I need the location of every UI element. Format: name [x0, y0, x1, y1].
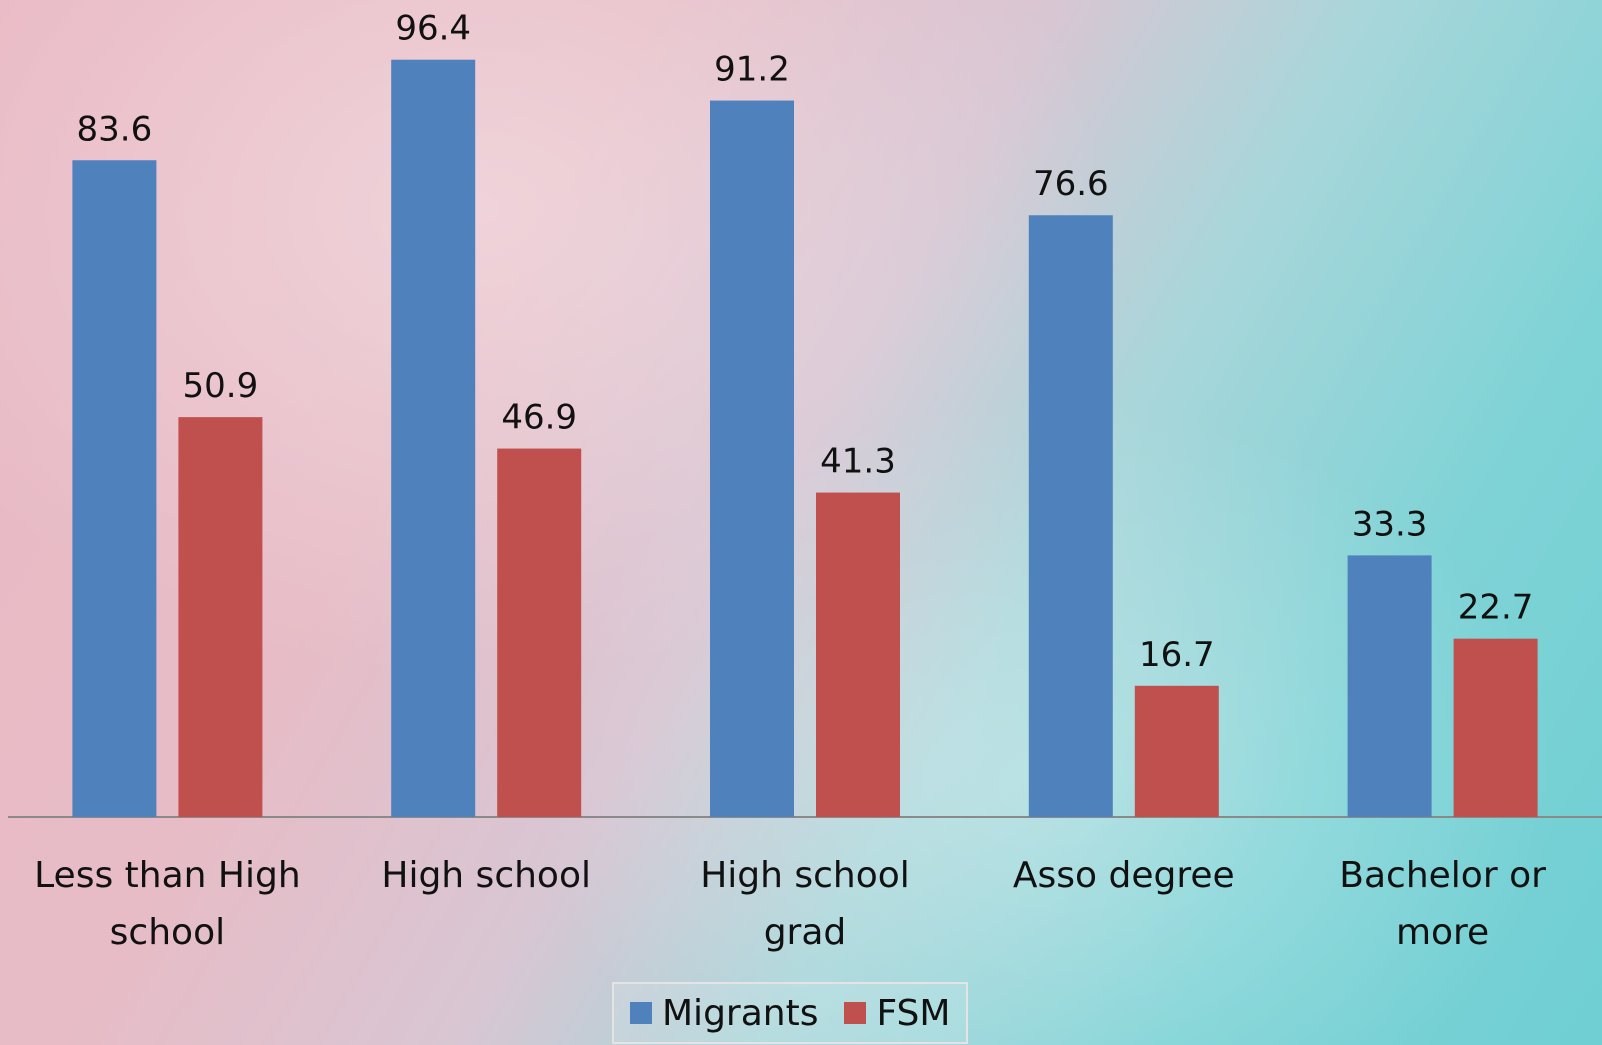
bar	[72, 160, 157, 817]
value-label: 46.9	[501, 398, 577, 438]
value-label: 22.7	[1458, 588, 1534, 628]
value-label: 50.9	[183, 366, 259, 406]
bar	[816, 492, 900, 817]
value-label: 33.3	[1352, 504, 1428, 544]
x-tick-label: Bachelor or more	[1339, 855, 1546, 953]
bar	[1347, 555, 1432, 817]
legend-label: Migrants	[662, 992, 819, 1034]
bar	[1453, 638, 1538, 817]
bar	[178, 417, 263, 817]
value-label: 96.4	[395, 9, 471, 49]
bar	[710, 100, 794, 818]
legend-item: Migrants	[630, 993, 818, 1034]
x-tick-label: High school	[381, 855, 591, 896]
value-label: 91.2	[714, 50, 790, 90]
x-tick-label: Less than High school	[34, 855, 301, 953]
legend-label: FSM	[876, 992, 951, 1034]
value-label: 83.6	[77, 109, 153, 149]
legend-item: FSM	[844, 993, 950, 1034]
bar	[1028, 215, 1113, 818]
legend: Migrants FSM	[612, 982, 969, 1044]
x-tick-label: Asso degree	[1012, 855, 1235, 896]
x-tick-label: High school grad	[700, 855, 910, 953]
legend-swatch	[844, 1002, 867, 1024]
value-label: 41.3	[820, 442, 896, 482]
value-label: 76.6	[1033, 164, 1109, 204]
bar	[1134, 685, 1219, 817]
bar	[391, 59, 476, 817]
bar	[497, 448, 582, 817]
value-label: 16.7	[1139, 635, 1215, 675]
legend-swatch	[630, 1002, 652, 1024]
